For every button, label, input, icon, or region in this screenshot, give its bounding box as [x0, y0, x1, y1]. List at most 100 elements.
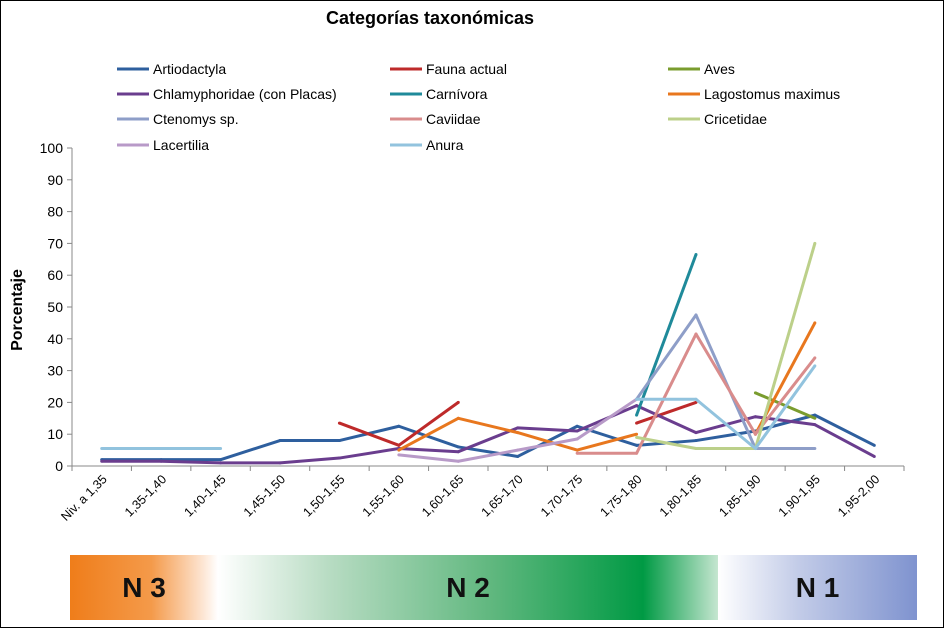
y-tick-label: 30: [47, 363, 63, 379]
legend-label: Caviidae: [426, 111, 481, 127]
legend-label: Lacertilia: [153, 137, 209, 153]
legend-item: Fauna actual: [390, 61, 507, 77]
y-tick-label: 0: [55, 458, 63, 474]
data-point: [575, 448, 579, 452]
data-point: [753, 415, 757, 419]
x-tick-label: Niv. a 1,35: [58, 472, 110, 524]
zone-n2: N 2: [218, 555, 718, 620]
data-point: [397, 453, 401, 457]
legend-item: Chlamyphoridae (con Placas): [117, 86, 337, 102]
data-point: [694, 447, 698, 451]
y-tick-label: 40: [47, 331, 63, 347]
data-point: [575, 451, 579, 455]
data-point: [100, 459, 104, 463]
data-point: [813, 356, 817, 360]
y-tick-label: 70: [47, 235, 63, 251]
zone-band: N 3 N 2 N 1: [70, 555, 917, 620]
data-point: [516, 448, 520, 452]
data-point: [872, 443, 876, 447]
data-point: [635, 435, 639, 439]
x-tick-label: 1,80-1,85: [657, 472, 704, 519]
data-point: [337, 456, 341, 460]
data-point: [635, 413, 639, 417]
data-point: [516, 454, 520, 458]
data-point: [635, 404, 639, 408]
data-point: [813, 447, 817, 451]
data-point: [337, 439, 341, 443]
data-point: [694, 332, 698, 336]
data-point: [100, 447, 104, 451]
axes: 0 10 20 30 40 50 60 70 80 90 100 Niv. a 1,35 1,35-1,…: [40, 140, 905, 524]
y-tick-label: 100: [40, 140, 64, 156]
data-point: [456, 450, 460, 454]
data-point: [813, 321, 817, 325]
data-point: [516, 426, 520, 430]
data-point: [635, 432, 639, 436]
data-point: [159, 459, 163, 463]
zone-n3: N 3: [70, 555, 218, 620]
data-point: [694, 397, 698, 401]
zone-n1-label: N 1: [795, 571, 840, 603]
x-tick-label: 1,35-1,40: [122, 472, 169, 519]
series-line: [577, 332, 817, 455]
data-point: [159, 447, 163, 451]
x-tick-label: 1,40-1,45: [181, 472, 228, 519]
x-tick-label: 1,70-1,75: [538, 472, 585, 519]
zone-n2-label: N 2: [446, 571, 490, 603]
series-line: [338, 401, 460, 447]
data-point: [813, 413, 817, 417]
series-1: [337, 400, 698, 447]
legend-label: Carnívora: [426, 86, 488, 102]
series-7: [575, 332, 817, 455]
legend-item: Caviidae: [390, 111, 481, 127]
legend-item: Lagostomus maximus: [668, 86, 840, 102]
series-line: [636, 364, 817, 451]
legend: Artiodactyla Fauna actual Aves Chlamyphorid…: [117, 61, 840, 153]
data-point: [337, 421, 341, 425]
data-point: [516, 431, 520, 435]
data-point: [575, 429, 579, 433]
data-point: [219, 447, 223, 451]
series-10: [100, 364, 817, 451]
data-point: [456, 445, 460, 449]
data-point: [397, 443, 401, 447]
data-point: [753, 447, 757, 451]
y-tick-label: 80: [47, 204, 63, 220]
data-point: [278, 461, 282, 465]
y-axis-label: Porcentaje: [9, 269, 26, 351]
data-point: [635, 421, 639, 425]
zone-n3-label: N 3: [122, 571, 166, 603]
data-point: [813, 241, 817, 245]
x-tick-label: 1,85-1,90: [716, 472, 763, 519]
data-point: [219, 461, 223, 465]
legend-item: Anura: [390, 137, 464, 153]
data-point: [456, 416, 460, 420]
y-tick-label: 10: [47, 426, 63, 442]
data-point: [694, 313, 698, 317]
data-point: [397, 448, 401, 452]
legend-label: Artiodactyla: [153, 61, 226, 77]
legend-label: Ctenomys sp.: [153, 111, 239, 127]
legend-label: Cricetidae: [704, 111, 767, 127]
data-point: [397, 424, 401, 428]
legend-label: Aves: [704, 61, 735, 77]
data-point: [813, 416, 817, 420]
data-point: [872, 454, 876, 458]
series-layer: [100, 241, 876, 465]
data-point: [456, 400, 460, 404]
legend-label: Fauna actual: [426, 61, 507, 77]
x-tick-label: 1,60-1,65: [419, 472, 466, 519]
y-tick-label: 90: [47, 172, 63, 188]
data-point: [635, 451, 639, 455]
data-point: [219, 458, 223, 462]
data-point: [694, 439, 698, 443]
data-point: [753, 391, 757, 395]
data-point: [635, 397, 639, 401]
data-point: [694, 431, 698, 435]
data-point: [456, 459, 460, 463]
y-tick-label: 50: [47, 299, 63, 315]
x-tick-label: 1,55-1,60: [360, 472, 407, 519]
chart-title: Categorías taxonómicas: [325, 8, 535, 28]
